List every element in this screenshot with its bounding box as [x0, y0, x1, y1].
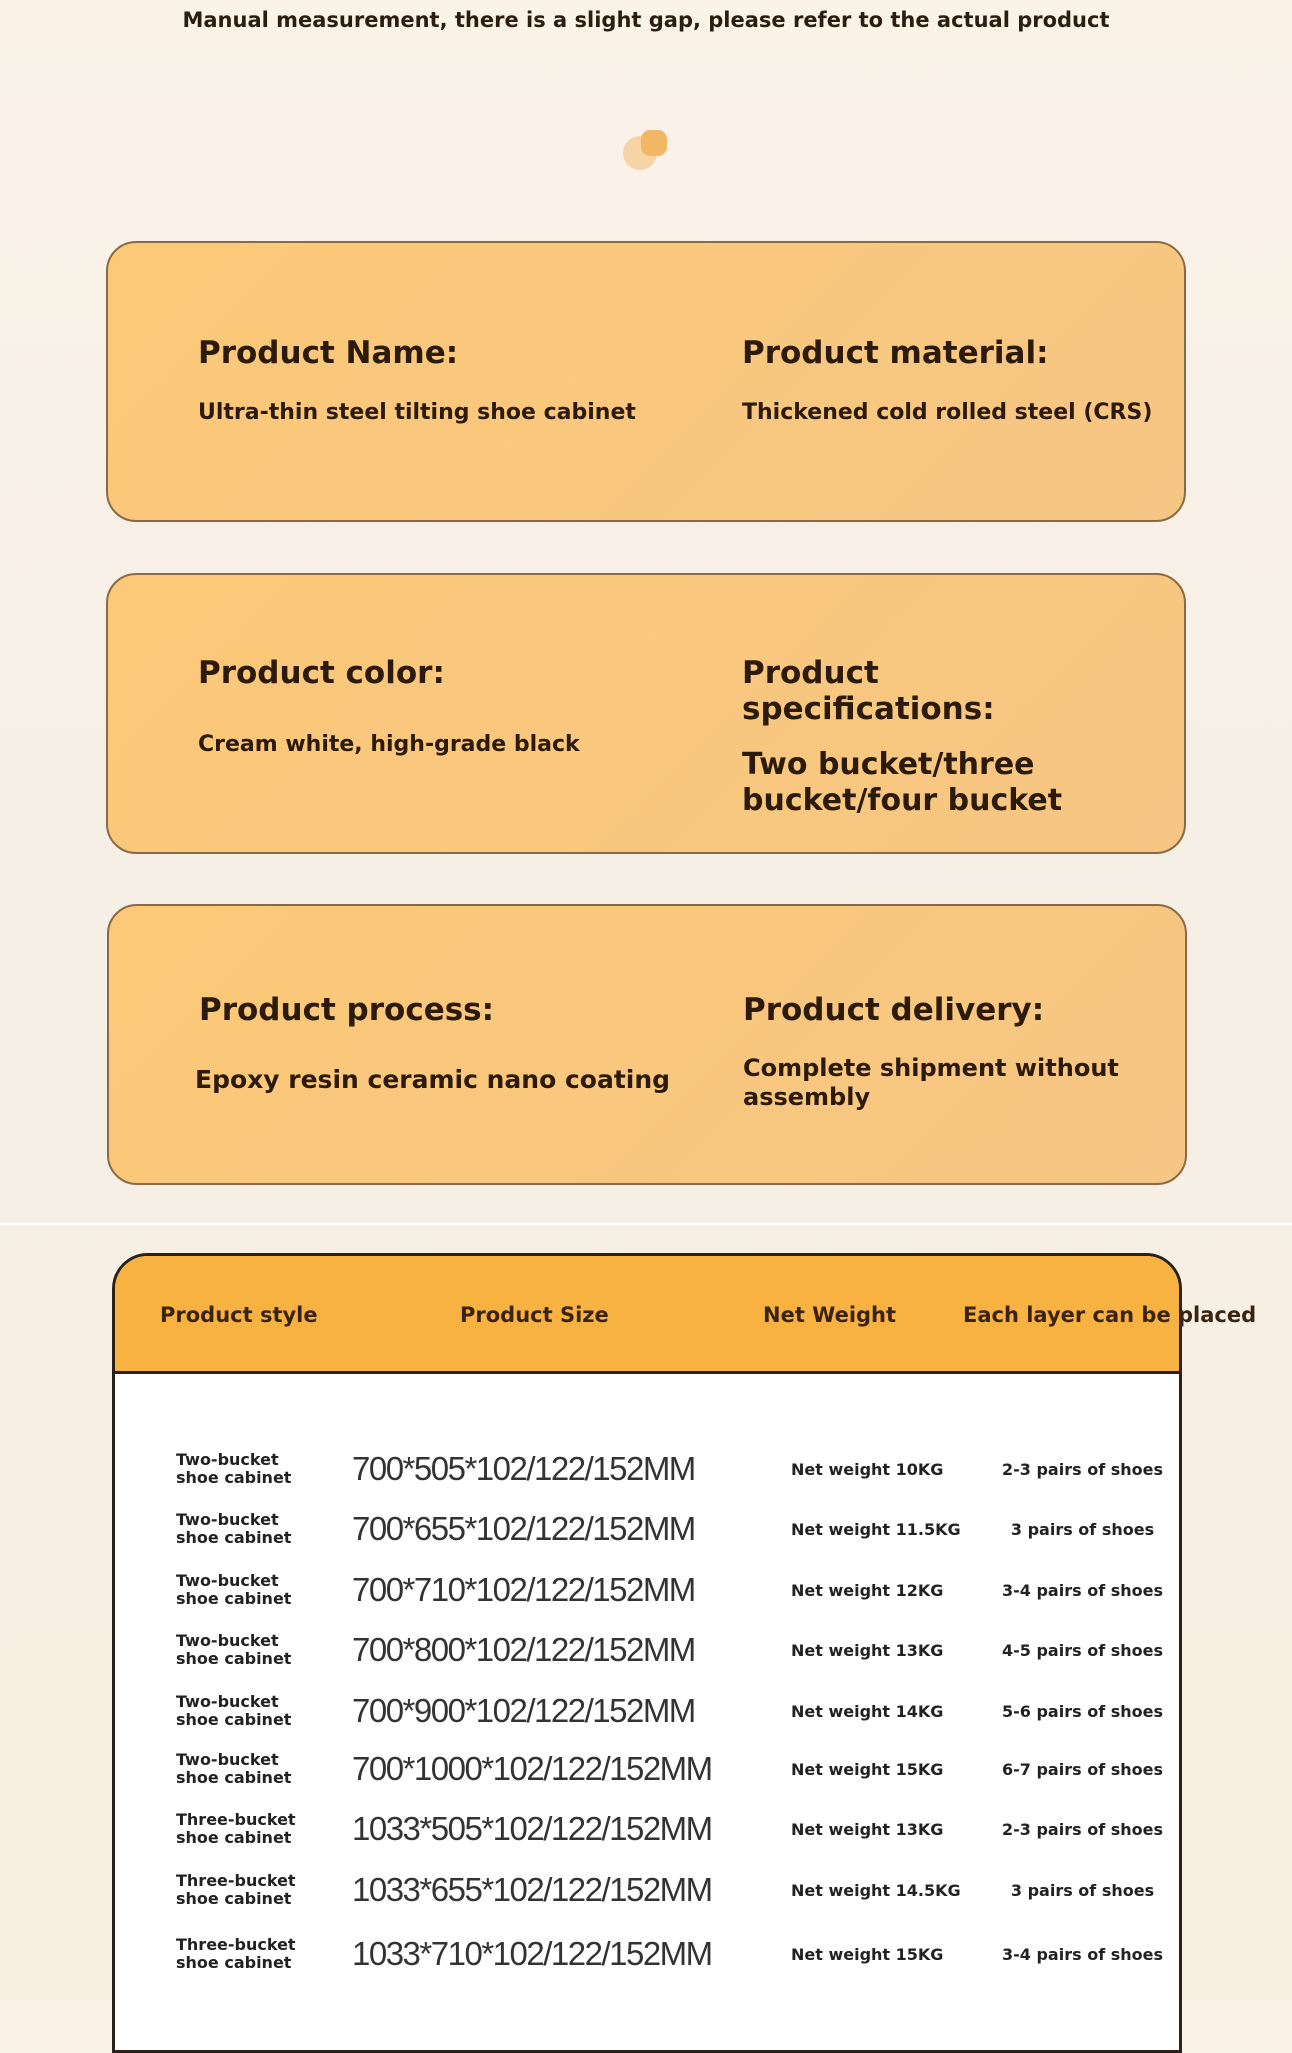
table-row: Two-bucket shoe cabinet 700*800*102/122/1…	[115, 1620, 1179, 1680]
cell-size: 700*800*102/122/152MM	[352, 1631, 696, 1668]
cell-style: Three-bucket shoe cabinet	[176, 1810, 296, 1847]
cell-style: Two-bucket shoe cabinet	[176, 1450, 292, 1487]
cell-size: 700*505*102/122/152MM	[352, 1450, 696, 1487]
cell-style: Two-bucket shoe cabinet	[176, 1510, 292, 1547]
card-color-specs: Product color: Cream white, high-grade bl…	[106, 573, 1186, 854]
heading: Product specifications:	[742, 655, 995, 727]
cell-capacity: 3-4 pairs of shoes	[1002, 1580, 1163, 1600]
value: Complete shipment without assembly	[743, 1054, 1119, 1111]
header-layer: Each layer can be placed	[963, 1303, 1257, 1327]
size-table: Product style Product Size Net Weight Ea…	[112, 1253, 1256, 2053]
measurement-note: Manual measurement, there is a slight ga…	[182, 8, 1110, 32]
header-weight: Net Weight	[763, 1303, 897, 1327]
cell-capacity: 5-6 pairs of shoes	[1002, 1701, 1163, 1721]
cell-capacity: 4-5 pairs of shoes	[1002, 1640, 1163, 1660]
cell-weight: Net weight 10KG	[791, 1459, 944, 1479]
value: Epoxy resin ceramic nano coating	[195, 1065, 671, 1094]
decorative-dots-icon	[623, 130, 673, 170]
value: Cream white, high-grade black	[198, 732, 580, 757]
value: Ultra-thin steel tilting shoe cabinet	[198, 400, 636, 425]
cell-weight: Net weight 12KG	[791, 1580, 944, 1600]
cell-size: 1033*505*102/122/152MM	[352, 1810, 713, 1847]
heading: Product Name:	[198, 335, 459, 371]
cell-style: Three-bucket shoe cabinet	[176, 1935, 296, 1972]
table-row: Three-bucket shoe cabinet 1033*710*102/12…	[115, 1924, 1179, 1984]
cell-size: 1033*655*102/122/152MM	[352, 1871, 713, 1908]
table-row: Two-bucket shoe cabinet 700*505*102/122/1…	[115, 1439, 1179, 1499]
heading: Product process:	[199, 992, 495, 1028]
divider	[0, 1223, 1292, 1225]
table-row: Three-bucket shoe cabinet 1033*655*102/12…	[115, 1860, 1179, 1920]
cell-style: Two-bucket shoe cabinet	[176, 1750, 292, 1787]
cell-style: Two-bucket shoe cabinet	[176, 1631, 292, 1668]
cell-weight: Net weight 13KG	[791, 1819, 944, 1839]
cell-style: Two-bucket shoe cabinet	[176, 1692, 292, 1729]
cell-capacity: 6-7 pairs of shoes	[1002, 1759, 1163, 1779]
cell-weight: Net weight 14KG	[791, 1701, 944, 1721]
table-row: Two-bucket shoe cabinet 700*900*102/122/1…	[115, 1681, 1179, 1741]
cell-size: 700*900*102/122/152MM	[352, 1692, 696, 1729]
header-size: Product Size	[460, 1303, 609, 1327]
cell-weight: Net weight 13KG	[791, 1640, 944, 1660]
table-header: Product style Product Size Net Weight Ea…	[115, 1256, 1256, 1374]
value: Two bucket/three bucket/four bucket	[742, 747, 1063, 818]
cell-capacity: 2-3 pairs of shoes	[1002, 1819, 1163, 1839]
cell-weight: Net weight 14.5KG	[791, 1880, 961, 1900]
heading: Product delivery:	[743, 992, 1045, 1028]
header-style: Product style	[160, 1303, 318, 1327]
cell-size: 700*710*102/122/152MM	[352, 1571, 696, 1608]
cell-weight: Net weight 11.5KG	[791, 1519, 961, 1539]
cell-capacity: 3 pairs of shoes	[1010, 1880, 1155, 1900]
table-row: Two-bucket shoe cabinet 700*655*102/122/1…	[115, 1499, 1179, 1559]
cell-capacity: 3-4 pairs of shoes	[1002, 1944, 1163, 1964]
table-row: Three-bucket shoe cabinet 1033*505*102/12…	[115, 1799, 1179, 1859]
cell-style: Two-bucket shoe cabinet	[176, 1571, 292, 1608]
cell-capacity: 2-3 pairs of shoes	[1002, 1459, 1163, 1479]
table-row: Two-bucket shoe cabinet 700*710*102/122/1…	[115, 1560, 1179, 1620]
cell-size: 1033*710*102/122/152MM	[352, 1935, 713, 1972]
heading: Product color:	[198, 655, 445, 691]
cell-weight: Net weight 15KG	[791, 1759, 944, 1779]
value: Thickened cold rolled steel (CRS)	[742, 400, 1153, 425]
cell-size: 700*655*102/122/152MM	[352, 1510, 696, 1547]
table-row: Two-bucket shoe cabinet 700*1000*102/122/…	[115, 1739, 1179, 1799]
card-name-material: Product Name: Ultra-thin steel tilting sh…	[106, 241, 1186, 522]
card-process-delivery: Product process: Epoxy resin ceramic nano…	[107, 904, 1187, 1185]
cell-capacity: 3 pairs of shoes	[1010, 1519, 1155, 1539]
cell-weight: Net weight 15KG	[791, 1944, 944, 1964]
heading: Product material:	[742, 335, 1049, 371]
cell-style: Three-bucket shoe cabinet	[176, 1871, 296, 1908]
cell-size: 700*1000*102/122/152MM	[352, 1750, 713, 1787]
